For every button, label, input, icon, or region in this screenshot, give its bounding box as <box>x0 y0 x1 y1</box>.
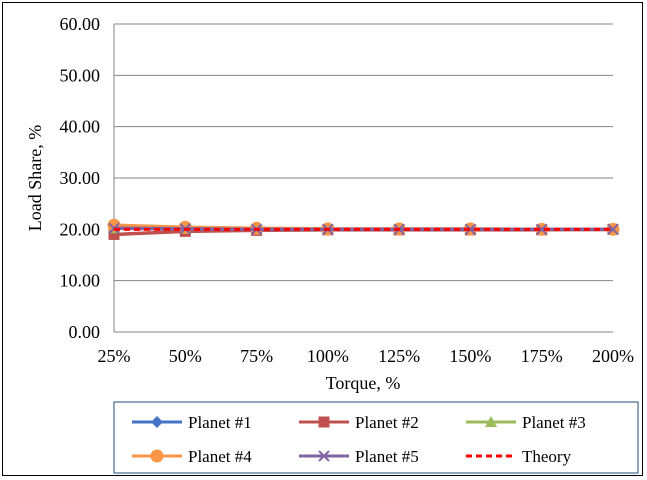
y-tick-label: 0.00 <box>69 322 101 342</box>
y-tick-label: 20.00 <box>60 219 101 239</box>
x-tick-label: 50% <box>169 346 202 366</box>
data-point <box>108 228 120 240</box>
legend-box <box>113 401 639 474</box>
gridlines <box>114 23 613 333</box>
x-tick-label: 175% <box>521 346 563 366</box>
data-point <box>536 223 548 236</box>
legend-label: Planet #3 <box>522 413 586 432</box>
line-chart: 0.00 10.00 20.00 30.00 40.00 50.00 60.00 25% 50%… <box>25 14 639 474</box>
y-tick-label: 60.00 <box>60 14 101 34</box>
legend-label: Theory <box>522 447 572 466</box>
legend-label: Planet #1 <box>188 413 252 432</box>
x-tick-label: 200% <box>592 346 634 366</box>
legend-item: Planet #4 <box>132 447 252 466</box>
y-tick-label: 30.00 <box>60 168 101 188</box>
x-tick-label: 125% <box>378 346 420 366</box>
legend-marker <box>318 416 330 428</box>
legend-item: Planet #5 <box>299 447 419 466</box>
legend-marker <box>485 416 497 427</box>
data-point <box>607 223 619 236</box>
legend-item: Planet #2 <box>299 413 419 432</box>
y-tick-label: 40.00 <box>60 117 101 137</box>
chart-frame: 0.00 10.00 20.00 30.00 40.00 50.00 60.00 25% 50%… <box>2 2 643 476</box>
legend-marker <box>318 450 330 462</box>
plot-area <box>107 218 620 240</box>
y-tick-label: 10.00 <box>60 271 101 291</box>
axes: 0.00 10.00 20.00 30.00 40.00 50.00 60.00 25% 50%… <box>60 14 635 366</box>
y-axis-title: Load Share, % <box>25 125 45 231</box>
x-tick-label: 75% <box>240 346 273 366</box>
legend-item: Theory <box>466 447 572 466</box>
x-tick-label: 100% <box>307 346 349 366</box>
x-tick-label: 150% <box>449 346 491 366</box>
legend-label: Planet #2 <box>355 413 419 432</box>
x-tick-label: 25% <box>98 346 131 366</box>
legend: Planet #1 Planet #2 Planet #3 Planet #4 Plan… <box>113 401 639 474</box>
y-tick-label: 50.00 <box>60 65 101 85</box>
data-point <box>464 223 477 236</box>
legend-item: Planet #3 <box>466 413 586 432</box>
legend-item: Planet #1 <box>132 413 252 432</box>
x-axis-title: Torque, % <box>326 373 401 393</box>
legend-marker <box>151 416 163 428</box>
legend-marker <box>150 449 164 463</box>
legend-label: Planet #4 <box>188 447 252 466</box>
legend-label: Planet #5 <box>355 447 419 466</box>
